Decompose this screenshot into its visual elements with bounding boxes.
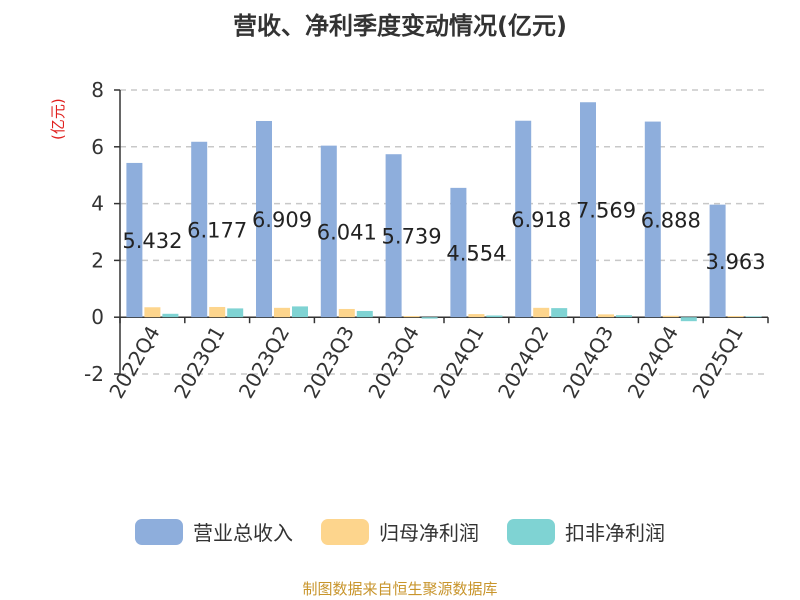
data-label: 6.888 — [641, 208, 701, 232]
bar-net-profit — [209, 306, 226, 318]
data-label: 4.554 — [446, 242, 506, 266]
bar-net-profit — [338, 308, 355, 318]
y-tick-label: 2 — [91, 248, 104, 272]
legend-label-revenue: 营业总收入 — [193, 521, 293, 545]
legend: 营业总收入 归母净利润 扣非净利润 — [0, 517, 800, 546]
data-label: 6.041 — [317, 220, 377, 244]
bar-deducted-profit — [745, 316, 762, 318]
x-tick-label: 2022Q4 — [104, 322, 164, 403]
legend-item-deducted-profit[interactable]: 扣非净利润 — [507, 517, 665, 546]
data-label: 6.918 — [511, 208, 571, 232]
y-tick-label: 8 — [91, 78, 104, 102]
legend-item-revenue[interactable]: 营业总收入 — [135, 517, 293, 546]
legend-swatch-deducted-profit — [507, 518, 555, 545]
bar-revenue — [450, 187, 467, 318]
bar-deducted-profit — [680, 317, 697, 322]
x-tick-label: 2024Q2 — [493, 322, 553, 403]
legend-swatch-net-profit — [321, 518, 369, 545]
bar-revenue — [644, 121, 661, 318]
bar-net-profit — [598, 314, 614, 318]
bar-net-profit — [533, 307, 550, 318]
bar-revenue — [515, 120, 532, 318]
bar-deducted-profit — [551, 308, 568, 318]
bar-revenue — [191, 141, 208, 318]
bar-deducted-profit — [162, 313, 179, 318]
bar-revenue — [580, 102, 596, 318]
data-label: 7.569 — [576, 199, 636, 223]
bar-deducted-profit — [486, 315, 503, 318]
y-tick-label: 0 — [91, 305, 104, 329]
legend-label-net-profit: 归母净利润 — [379, 521, 479, 545]
x-tick-label: 2023Q3 — [299, 322, 359, 403]
x-tick-label: 2023Q1 — [169, 322, 229, 403]
bar-deducted-profit — [292, 306, 308, 318]
x-tick-label: 2024Q4 — [623, 322, 683, 403]
bar-net-profit — [662, 315, 679, 318]
data-label: 6.909 — [252, 208, 312, 232]
bar-net-profit — [468, 314, 485, 318]
bar-revenue — [709, 204, 726, 318]
x-tick-label: 2024Q1 — [428, 322, 488, 403]
legend-swatch-revenue — [135, 518, 183, 545]
x-tick-label: 2023Q2 — [234, 322, 294, 403]
data-label: 5.432 — [122, 229, 182, 253]
bar-deducted-profit — [421, 317, 438, 319]
x-tick-label: 2025Q1 — [687, 322, 747, 403]
bar-net-profit — [403, 316, 420, 318]
bar-net-profit — [144, 307, 161, 318]
data-source-note: 制图数据来自恒生聚源数据库 — [302, 580, 498, 598]
x-tick-label: 2023Q4 — [363, 322, 423, 403]
legend-label-deducted-profit: 扣非净利润 — [565, 521, 665, 545]
bar-deducted-profit — [356, 310, 373, 318]
bar-net-profit — [727, 316, 744, 318]
bar-net-profit — [274, 307, 290, 318]
data-label: 6.177 — [187, 218, 247, 242]
bar-revenue — [320, 145, 337, 318]
bar-revenue — [385, 154, 402, 318]
y-tick-label: 4 — [91, 192, 104, 216]
y-tick-label: 6 — [91, 135, 104, 159]
chart-title: 营收、净利季度变动情况(亿元) — [233, 12, 567, 40]
x-tick-label: 2024Q3 — [558, 322, 618, 403]
legend-item-net-profit[interactable]: 归母净利润 — [321, 517, 479, 546]
bar-deducted-profit — [616, 315, 632, 318]
bar-deducted-profit — [227, 308, 244, 318]
data-label: 5.739 — [382, 225, 442, 249]
y-tick-label: -2 — [84, 362, 104, 386]
bar-revenue — [126, 162, 143, 318]
bar-revenue — [256, 120, 272, 318]
data-label: 3.963 — [706, 250, 766, 274]
